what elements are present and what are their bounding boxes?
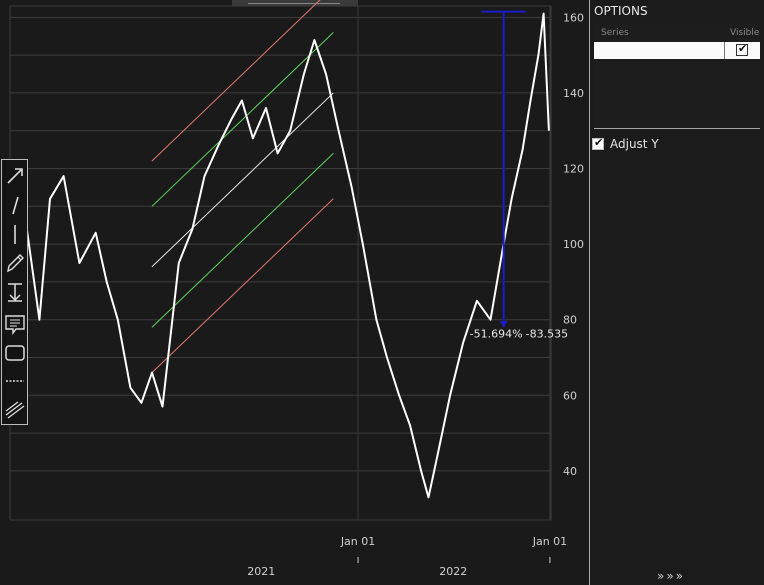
parallel-channel[interactable] (151, 0, 334, 373)
axis-labels: Jan 01 Jan 01 40 60 80 100 120 140 160 2021 2022 (247, 11, 584, 578)
channel-upper-inner-line (151, 32, 334, 207)
arrow-tool[interactable] (4, 163, 26, 187)
y-tick-label: 100 (563, 238, 584, 251)
checkmark-icon: ✔ (738, 42, 748, 55)
y-tick-label: 40 (563, 465, 577, 478)
collapse-panel-icon[interactable]: »»» (657, 569, 686, 583)
column-header-series: Series (601, 28, 629, 38)
options-panel: OPTIONS Series Visible ✔ ✔ Adjust Y »»» (589, 0, 764, 585)
channel-lower-inner-line (151, 153, 334, 328)
price-series (9, 12, 550, 499)
adjust-y-checkbox[interactable]: ✔ (592, 136, 604, 150)
channel-tool[interactable] (4, 397, 26, 421)
measure-percent-label: -51.694% (470, 327, 523, 340)
y-tick-label: 160 (563, 11, 584, 24)
pencil-tool[interactable] (4, 251, 26, 275)
channel-lower-outer-line (151, 198, 334, 373)
drawing-toolbar (1, 159, 28, 425)
y-tick-label: 120 (563, 163, 584, 176)
y-tick-label: 140 (563, 87, 584, 100)
note-tool[interactable] (4, 312, 26, 336)
chart[interactable]: -51.694% -83.535 Jan 01 Jan 01 40 60 80 100 120… (0, 0, 589, 585)
channel-tool-icon (5, 401, 25, 419)
rectangle-tool[interactable] (4, 341, 26, 365)
line-tool-icon (12, 196, 19, 215)
horizontal-dashed-tool[interactable] (4, 369, 26, 393)
year-label: 2021 (247, 565, 275, 578)
y-tick-label: 80 (563, 314, 577, 327)
rectangle-tool-icon (5, 345, 25, 361)
measure-arrow-icon (499, 321, 508, 328)
pencil-tool-icon (7, 254, 24, 273)
channel-upper-outer-line (151, 0, 321, 162)
y-tick-label: 60 (563, 389, 577, 402)
grid (9, 5, 552, 521)
column-header-visible: Visible (730, 28, 760, 38)
measure-tool[interactable] (4, 280, 26, 304)
measure-tool-icon (8, 283, 22, 302)
vertical-line-tool[interactable] (4, 222, 26, 246)
channel-center-line (151, 92, 334, 268)
line-tool[interactable] (4, 193, 26, 217)
measure-value-label: -83.535 (526, 327, 568, 340)
checkmark-icon: ✔ (594, 136, 604, 149)
year-label: 2022 (439, 565, 467, 578)
column-divider (724, 42, 725, 59)
arrow-tool-icon (7, 168, 23, 184)
table-row[interactable]: ✔ (594, 42, 760, 59)
series-line (9, 12, 550, 499)
horizontal-dashed-tool-icon (6, 380, 24, 382)
note-tool-icon (5, 315, 25, 336)
adjust-y-label: Adjust Y (610, 137, 659, 151)
measure-annotation[interactable]: -51.694% -83.535 (470, 10, 568, 341)
scroll-handle[interactable] (232, 0, 358, 6)
series-table: Series Visible ✔ (594, 24, 760, 129)
visible-checkbox[interactable]: ✔ (736, 42, 748, 56)
x-tick-label: Jan 01 (340, 535, 375, 548)
axis-ticks (357, 557, 551, 563)
x-tick-label: Jan 01 (532, 535, 567, 548)
panel-title: OPTIONS (594, 4, 648, 18)
scroll-handle-line (248, 3, 340, 4)
adjust-y-option[interactable]: ✔ Adjust Y (592, 136, 659, 152)
vertical-line-tool-icon (14, 225, 16, 244)
